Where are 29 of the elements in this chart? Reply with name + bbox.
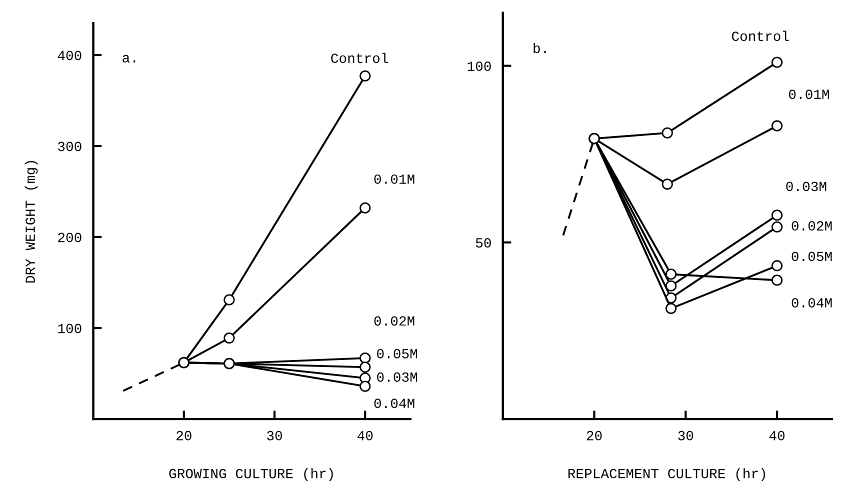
series-label: Control	[331, 52, 388, 64]
x-tick-label: 40	[357, 430, 373, 440]
series-label: 0.02M	[792, 221, 832, 231]
x-tick-label: 20	[176, 430, 192, 440]
y-tick-label: 400	[58, 50, 82, 60]
series-label: 0.03M	[377, 372, 418, 382]
y-tick-label: 100	[468, 62, 491, 71]
y-tick-label: 300	[58, 142, 82, 152]
x-tick-label: 30	[678, 430, 694, 440]
series-label: 0.01M	[374, 174, 414, 184]
x-axis-title: REPLACEMENT CULTURE (hr)	[568, 468, 766, 482]
y-axis-title: DRY WEIGHT (mg)	[24, 160, 38, 283]
x-axis-title: GROWING CULTURE (hr)	[169, 468, 333, 482]
y-tick-label: 100	[58, 324, 82, 334]
series-label: 0.04M	[374, 398, 414, 408]
series-label: Control	[732, 30, 789, 41]
series-label: 0.05M	[377, 348, 418, 358]
y-tick-label: 200	[58, 232, 82, 242]
text: 0.02M	[374, 316, 414, 326]
y-tick-label: 50	[476, 238, 491, 248]
series-label: 0.03M	[786, 182, 826, 192]
x-tick-label: 30	[267, 430, 282, 440]
series-label: 0.05M	[792, 252, 832, 262]
x-tick-label: 20	[586, 430, 602, 440]
series-label: 0.04M	[792, 298, 832, 308]
x-tick-label: 40	[769, 430, 785, 440]
series-label: 0.01M	[789, 90, 829, 100]
annotation: b.	[534, 42, 546, 54]
annotation: a.	[122, 54, 136, 63]
